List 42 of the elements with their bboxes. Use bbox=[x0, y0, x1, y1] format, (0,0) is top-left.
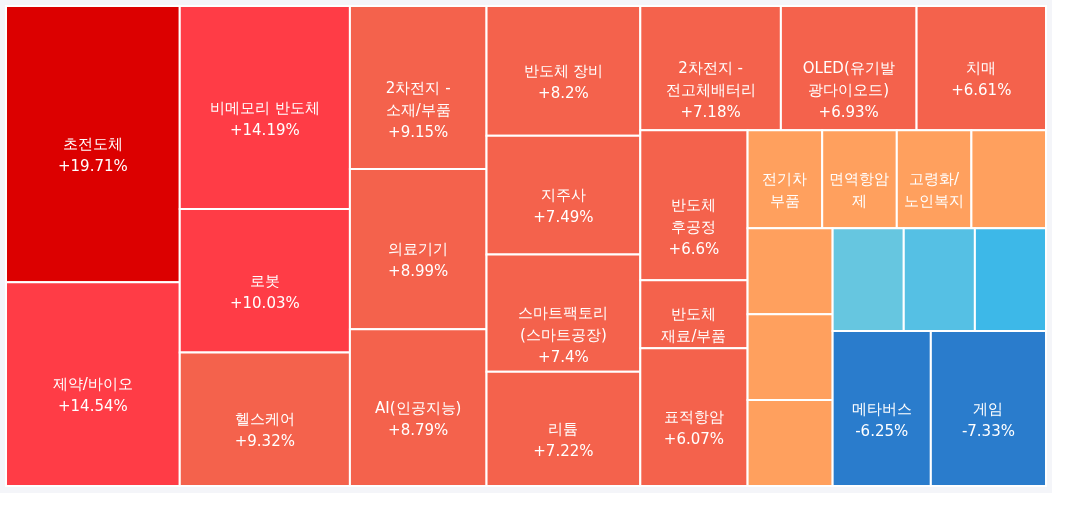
data-label: +10.03% bbox=[229, 293, 300, 312]
data-label: +7.4% bbox=[538, 348, 589, 367]
category-label: 지주사 bbox=[540, 186, 586, 205]
category-label: 메타버스 bbox=[851, 399, 912, 418]
data-label: +9.15% bbox=[388, 122, 449, 141]
category-label: 2차전지 - 전고체배터리 bbox=[665, 59, 756, 100]
category-label: 스마트팩토리 (스마트공장) bbox=[518, 304, 609, 345]
data-label: +9.32% bbox=[234, 432, 295, 451]
data-label: +8.79% bbox=[388, 420, 449, 439]
data-label: -6.25% bbox=[855, 421, 909, 440]
category-label: 로봇 bbox=[249, 271, 280, 290]
data-label: +8.2% bbox=[538, 83, 589, 102]
data-label: +6.6% bbox=[668, 240, 720, 259]
data-label: +14.54% bbox=[58, 397, 128, 416]
category-label: 반도체 후공정 bbox=[671, 196, 717, 237]
data-label: +14.19% bbox=[229, 120, 300, 139]
category-label: 2차전지 - 소재/부품 bbox=[385, 78, 451, 119]
category-label: 표적항암 bbox=[663, 408, 724, 427]
category-label: 초전도체 bbox=[62, 135, 123, 154]
category-label: OLED(유기발광다이오드) bbox=[802, 59, 895, 100]
data-label: +6.61% bbox=[951, 81, 1012, 100]
category-label: AI(인공지능) bbox=[375, 398, 462, 417]
data-label: -7.33% bbox=[961, 421, 1015, 440]
category-label: 비메모리 반도체 bbox=[209, 98, 320, 117]
data-label: +7.49% bbox=[533, 208, 594, 227]
category-label: 반도체 장비 bbox=[523, 61, 604, 80]
data-label: +19.71% bbox=[58, 157, 128, 176]
category-label: 면역항암제 bbox=[829, 170, 890, 211]
data-label: +8.99% bbox=[388, 262, 449, 281]
category-label: 치매 bbox=[966, 59, 997, 78]
category-label: 헬스케어 bbox=[234, 410, 295, 429]
data-label: +6.07% bbox=[663, 430, 725, 449]
category-label: 리튬 bbox=[548, 419, 579, 438]
category-label: 게임 bbox=[973, 399, 1004, 418]
data-label: +7.22% bbox=[533, 441, 594, 460]
data-label: +6.93% bbox=[818, 103, 879, 122]
category-label: 제약/바이오 bbox=[52, 375, 133, 394]
category-label: 고령화/노인복지 bbox=[904, 170, 965, 211]
category-label: 의료기기 bbox=[388, 240, 449, 259]
data-label: +7.18% bbox=[680, 103, 741, 122]
category-label: 반도체 재료/부품 bbox=[661, 305, 727, 346]
category-label: 전기차 부품 bbox=[762, 170, 808, 211]
